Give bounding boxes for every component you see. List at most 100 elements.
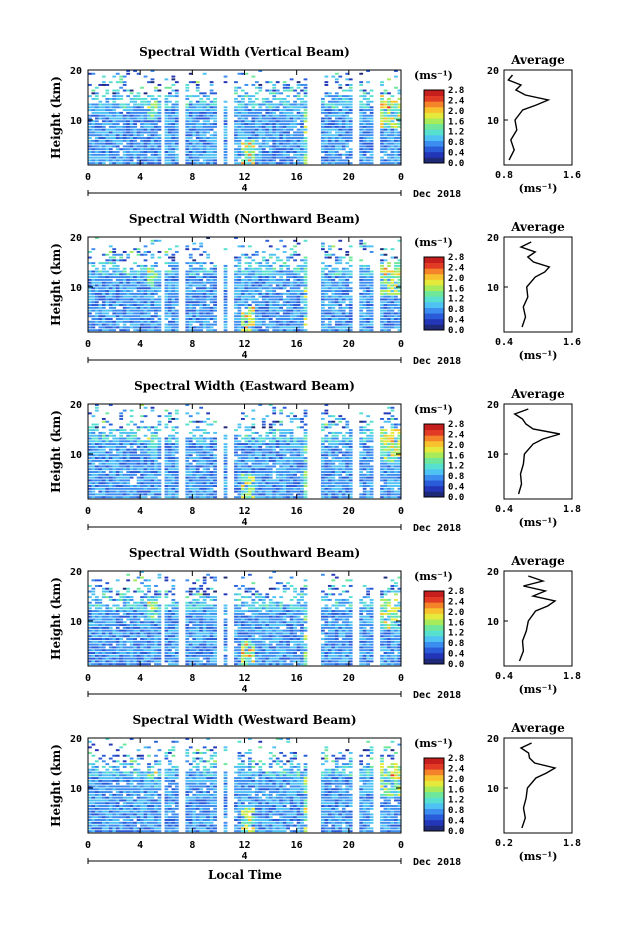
heatmap-cell <box>202 273 207 276</box>
heatmap-cell <box>147 103 151 106</box>
heatmap-cell <box>254 290 259 293</box>
heatmap-cell <box>293 281 297 284</box>
heatmap-cell <box>164 100 169 103</box>
heatmap-cell <box>164 123 169 126</box>
heatmap-cell <box>150 287 155 290</box>
heatmap-cell <box>164 471 169 474</box>
heatmap-cell <box>88 306 92 309</box>
heatmap-cell <box>244 292 249 295</box>
heatmap-cell <box>199 111 204 114</box>
heatmap-cell <box>91 123 96 126</box>
heatmap-cell <box>296 117 301 120</box>
heatmap-cell <box>293 287 297 290</box>
heatmap-cell <box>122 145 127 148</box>
heatmap-cell <box>234 329 238 332</box>
heatmap-cell <box>171 468 176 471</box>
heatmap-cell <box>101 448 106 451</box>
heatmap-cell <box>213 131 217 134</box>
heatmap-cell <box>244 284 249 287</box>
heatmap-cell <box>397 329 402 332</box>
heatmap-cell <box>296 264 301 267</box>
heatmap-cell <box>185 89 190 92</box>
heatmap-cell <box>195 326 200 329</box>
heatmap-cell <box>345 151 350 153</box>
heatmap-cell <box>331 114 336 117</box>
heatmap-cell <box>331 245 336 248</box>
heatmap-cell <box>94 270 99 273</box>
heatmap-cell <box>174 264 179 267</box>
heatmap-cell <box>129 318 134 320</box>
heatmap-cell <box>296 306 301 309</box>
heatmap-cell <box>129 267 134 270</box>
heatmap-cell <box>192 420 197 423</box>
heatmap-cell <box>154 326 158 329</box>
heatmap-cell <box>126 423 131 426</box>
heatmap-cell <box>254 123 259 126</box>
heatmap-cell <box>164 482 169 485</box>
heatmap-cell <box>105 445 110 448</box>
heatmap-cell <box>98 153 103 156</box>
heatmap-cell <box>258 326 263 329</box>
heatmap-cell <box>254 312 259 315</box>
heatmap-cell <box>234 326 238 329</box>
heatmap-cell <box>296 109 301 112</box>
heatmap-cell <box>254 487 259 490</box>
heatmap-cell <box>209 123 214 126</box>
heatmap-cell <box>303 92 308 95</box>
heatmap-cell <box>387 315 391 318</box>
heatmap-cell <box>91 162 96 165</box>
heatmap-cell <box>241 103 245 106</box>
day-label: 4 <box>241 183 247 194</box>
heatmap-cell <box>167 153 172 156</box>
heatmap-cell <box>362 153 367 156</box>
heatmap-cell <box>206 120 211 123</box>
heatmap-cell <box>362 245 367 248</box>
heatmap-cell <box>380 156 384 159</box>
heatmap-cell <box>147 128 151 131</box>
heatmap-cell <box>115 465 120 468</box>
heatmap-cell <box>244 162 249 165</box>
heatmap-cell <box>94 106 99 109</box>
heatmap-cell <box>119 457 124 460</box>
heatmap-cell <box>265 103 270 106</box>
heatmap-cell <box>150 109 155 112</box>
heatmap-cell <box>94 440 99 443</box>
heatmap-cell <box>282 270 287 273</box>
heatmap-cell <box>387 159 391 162</box>
heatmap-cell <box>369 151 374 153</box>
heatmap-cell <box>397 306 402 309</box>
heatmap-cell <box>303 273 308 276</box>
heatmap-cell <box>98 117 103 120</box>
heatmap-cell <box>251 298 256 301</box>
heatmap-cell <box>390 162 395 165</box>
heatmap-cell <box>119 290 124 293</box>
heatmap-cell <box>241 482 245 485</box>
heatmap-cell <box>122 250 127 253</box>
heatmap-cell <box>247 496 252 499</box>
heatmap-cell <box>98 100 103 103</box>
heatmap-cell <box>296 287 301 290</box>
heatmap-cell <box>265 139 270 142</box>
heatmap-cell <box>94 139 99 142</box>
heatmap-cell <box>394 123 398 126</box>
heatmap-cell <box>369 123 374 126</box>
heatmap-cell <box>122 123 127 126</box>
heatmap-cell <box>251 417 256 420</box>
heatmap-cell <box>265 114 270 117</box>
heatmap-cell <box>126 278 131 281</box>
heatmap-cell <box>108 81 113 84</box>
heatmap-cell <box>366 114 370 117</box>
heatmap-cell <box>140 148 144 151</box>
heatmap-cell <box>129 162 134 165</box>
heatmap-cell <box>174 471 179 474</box>
heatmap-cell <box>334 81 339 84</box>
heatmap-cell <box>108 131 113 134</box>
heatmap-cell <box>286 153 291 156</box>
heatmap-cell <box>369 278 374 281</box>
heatmap-cell <box>289 109 294 112</box>
heatmap-cell <box>369 89 374 92</box>
heatmap-cell <box>174 459 179 462</box>
heatmap-cell <box>334 304 339 307</box>
heatmap-cell <box>147 290 151 293</box>
heatmap-cell <box>300 153 304 156</box>
